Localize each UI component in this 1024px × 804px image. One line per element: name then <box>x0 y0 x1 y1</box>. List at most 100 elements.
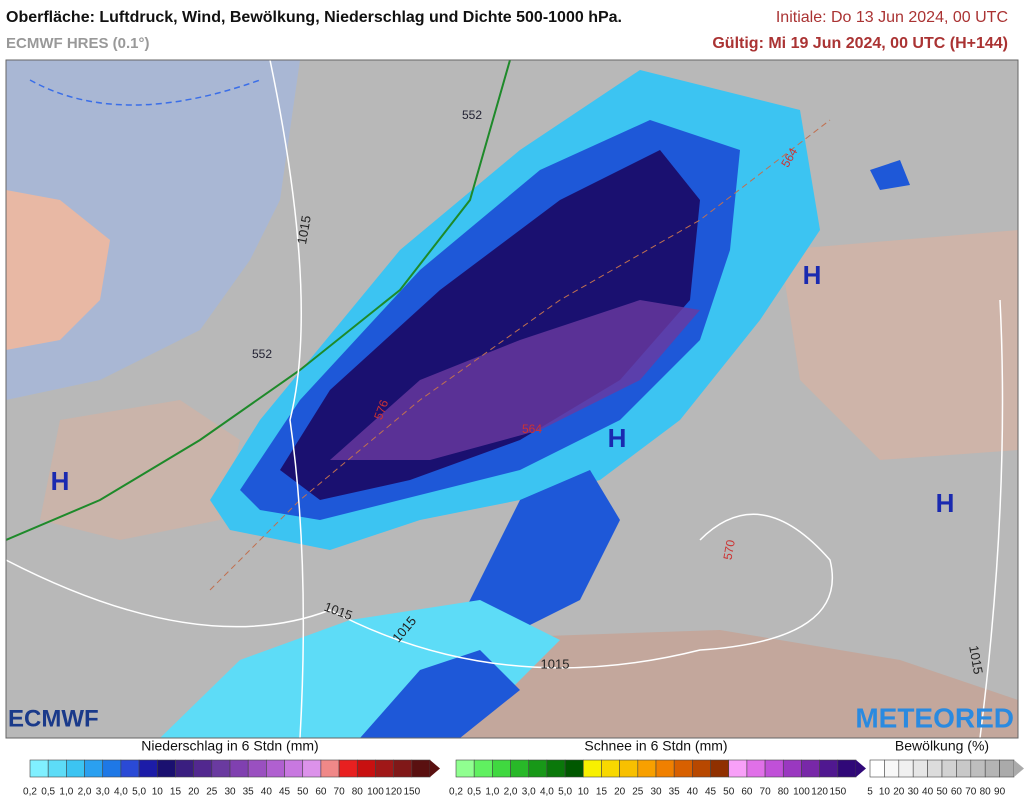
legend-swatch <box>673 759 693 778</box>
legend-label: 30 <box>650 787 662 798</box>
map-label: H <box>608 423 627 453</box>
legend-label: 2,0 <box>78 787 92 798</box>
legend-label: 120 <box>385 787 402 798</box>
isobar <box>6 513 834 669</box>
legend-swatch <box>619 759 639 778</box>
legend-swatch <box>193 759 213 778</box>
legend-swatch <box>229 759 249 778</box>
legend-label: 0,5 <box>467 787 481 798</box>
map-label: 570 <box>721 538 738 560</box>
legend-label: 150 <box>829 787 846 798</box>
legend-swatch <box>655 759 675 778</box>
thickness-line <box>6 60 511 541</box>
legend-swatch <box>411 759 431 778</box>
legend-swatch <box>927 759 943 778</box>
map-frame <box>5 59 1019 739</box>
legend-swatch <box>764 759 784 778</box>
legend-label: 30 <box>908 787 920 798</box>
legend-label: 100 <box>367 787 384 798</box>
legend-label: 120 <box>811 787 828 798</box>
thickness-line <box>29 79 261 106</box>
legend-swatch <box>211 759 231 778</box>
legend-swatch <box>528 759 548 778</box>
legend-label: 1,0 <box>485 787 499 798</box>
legend-label: 10 <box>879 787 891 798</box>
map-label: 564 <box>522 422 542 436</box>
legend-label: 3,0 <box>522 787 536 798</box>
map-label: 1015 <box>966 644 986 675</box>
legend-swatch <box>546 759 566 778</box>
legend-swatch <box>356 759 376 778</box>
valid-time: Gültig: Mi 19 Jun 2024, 00 UTC (H+144) <box>712 35 1008 52</box>
legend-label: 0,5 <box>41 787 55 798</box>
legend-label: 25 <box>206 787 218 798</box>
legend-label: 35 <box>243 787 255 798</box>
legend-label: 40 <box>261 787 273 798</box>
map-label: H <box>51 466 70 496</box>
map-label: 1015 <box>541 656 570 671</box>
legend-label: 15 <box>596 787 608 798</box>
legend-label: 50 <box>297 787 309 798</box>
legend-swatch <box>455 759 475 778</box>
legend-swatch <box>884 759 900 778</box>
legend-swatch <box>320 759 340 778</box>
legend-swatch <box>601 759 620 778</box>
legend-arrow <box>1014 760 1024 777</box>
legend-label: 90 <box>994 787 1006 798</box>
legend-swatch <box>582 759 602 778</box>
legend-label: 10 <box>578 787 590 798</box>
initial-time: Initiale: Do 13 Jun 2024, 00 UTC <box>776 9 1008 26</box>
legend-swatch <box>102 759 122 778</box>
legend-arrow <box>430 760 440 777</box>
precip-area <box>360 650 520 738</box>
legend-swatch <box>898 759 914 778</box>
legend-swatch <box>837 759 857 778</box>
mountains <box>420 630 1018 738</box>
legend-swatch <box>492 759 511 778</box>
legend-swatch <box>801 759 820 778</box>
legend-swatch <box>692 759 711 778</box>
legend-swatch <box>984 759 1000 778</box>
legend-swatch <box>564 759 584 778</box>
legend-label: 5 <box>867 787 873 798</box>
isobar <box>269 60 305 738</box>
legend-swatch <box>956 759 972 778</box>
legend-arrow <box>856 760 866 777</box>
legend-label: 30 <box>224 787 236 798</box>
legend-label: 3,0 <box>96 787 110 798</box>
legend-swatch <box>266 759 285 778</box>
legend-label: 20 <box>614 787 626 798</box>
legend-label: 2,0 <box>504 787 518 798</box>
legend-label: 45 <box>705 787 717 798</box>
legend-swatch <box>941 759 957 778</box>
legend-swatch <box>175 759 194 778</box>
land <box>780 230 1018 460</box>
legend-swatch <box>247 759 267 778</box>
land <box>6 190 110 350</box>
map-label: H <box>803 260 822 290</box>
legend-label: 70 <box>334 787 346 798</box>
legend-label: 1,0 <box>59 787 73 798</box>
legend-swatch <box>138 759 158 778</box>
map-label: 1015 <box>294 214 314 245</box>
land <box>40 400 240 540</box>
legend-label: 100 <box>793 787 810 798</box>
legend-label: 40 <box>922 787 934 798</box>
legend-label: 0,2 <box>449 787 463 798</box>
legend-swatch <box>66 759 85 778</box>
legend-label: 10 <box>152 787 164 798</box>
legend-swatch <box>302 759 322 778</box>
precip-area <box>330 300 700 460</box>
legend-label: 20 <box>893 787 905 798</box>
legend-swatch <box>999 759 1015 778</box>
legend-swatch <box>912 759 928 778</box>
legend-label: 70 <box>760 787 772 798</box>
legend-label: 15 <box>170 787 182 798</box>
legend-swatch <box>710 759 730 778</box>
legend-label: 5,0 <box>132 787 146 798</box>
legend-swatch <box>375 759 394 778</box>
legend-label: 80 <box>352 787 364 798</box>
legend-title: Niederschlag in 6 Stdn (mm) <box>141 738 318 754</box>
model: ECMWF HRES (0.1°) <box>6 35 150 52</box>
